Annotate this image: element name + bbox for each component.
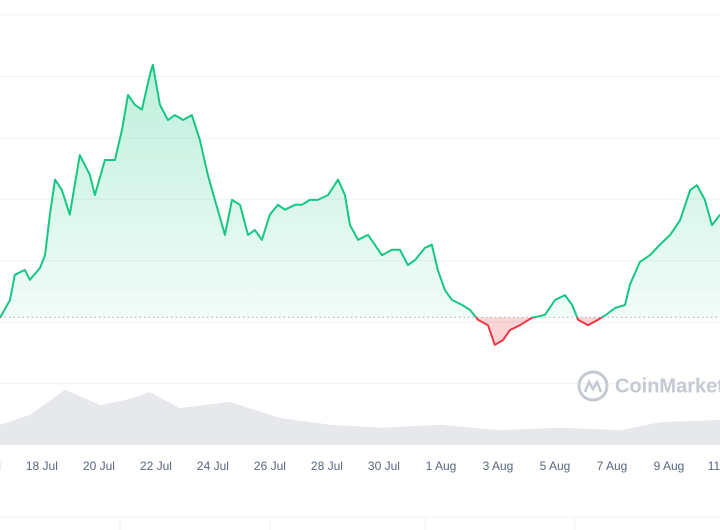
volume-area — [0, 389, 720, 445]
x-tick-label: 11 Aug — [708, 459, 720, 473]
x-tick-label: 26 Jul — [254, 459, 286, 473]
x-tick-label: 30 Jul — [368, 459, 400, 473]
x-tick-label: 7 Aug — [597, 459, 628, 473]
plot — [0, 63, 720, 346]
x-tick-label: 22 Jul — [140, 459, 172, 473]
x-tick-label: 9 Aug — [654, 459, 685, 473]
volume-layer — [0, 389, 720, 445]
watermark-logo — [577, 370, 609, 402]
area-up — [0, 64, 720, 318]
range-selector — [0, 516, 720, 530]
price-line-up — [0, 63, 720, 318]
x-axis: 16 Jul 18 Jul 20 Jul 22 Jul 24 Jul 26 Jul 28 J… — [0, 459, 720, 473]
x-tick-label: 28 Jul — [311, 459, 343, 473]
price-line-down — [0, 317, 604, 346]
x-tick-label: 3 Aug — [483, 459, 514, 473]
watermark-logo-mark — [583, 379, 603, 393]
x-tick-label: 18 Jul — [26, 459, 58, 473]
watermark-text: CoinMarketCap — [615, 375, 720, 397]
x-tick-label: 16 Jul — [0, 459, 1, 473]
watermark: CoinMarketCap — [577, 370, 720, 402]
x-tick-label: 5 Aug — [540, 459, 571, 473]
x-tick-label: 20 Jul — [83, 459, 115, 473]
x-tick-label: 24 Jul — [197, 459, 229, 473]
x-tick-label: 1 Aug — [426, 459, 457, 473]
